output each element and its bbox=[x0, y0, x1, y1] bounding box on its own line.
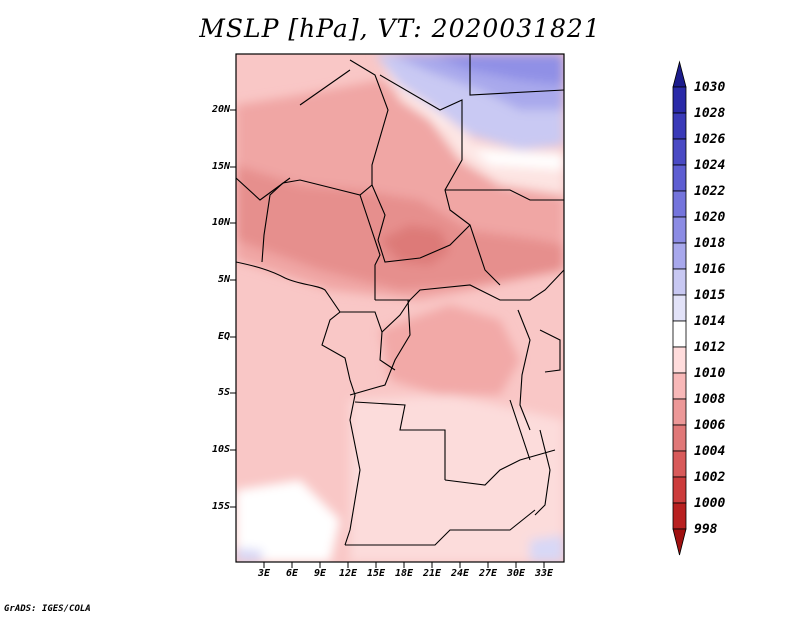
lon-label: 24E bbox=[450, 568, 470, 579]
colorbar-bottom-arrow bbox=[672, 528, 687, 556]
colorbar-swatch bbox=[672, 476, 687, 504]
colorbar-swatch bbox=[672, 294, 687, 322]
lon-label: 3E bbox=[257, 568, 271, 579]
colorbar-swatch bbox=[672, 164, 687, 192]
grads-credit: GrADS: IGES/COLA bbox=[4, 604, 91, 614]
colorbar-label: 1024 bbox=[694, 158, 726, 173]
colorbar-swatch bbox=[672, 398, 687, 426]
lon-label: 30E bbox=[506, 568, 526, 579]
colorbar-label: 1014 bbox=[694, 314, 726, 329]
lon-label: 9E bbox=[313, 568, 327, 579]
colorbar-swatch bbox=[672, 268, 687, 296]
colorbar-swatch bbox=[672, 424, 687, 452]
lon-label: 33E bbox=[534, 568, 554, 579]
axis-ticks bbox=[230, 109, 545, 568]
lat-label: EQ bbox=[217, 331, 230, 342]
colorbar-swatch bbox=[672, 502, 687, 530]
lon-label: 15E bbox=[366, 568, 386, 579]
colorbar-label: 1008 bbox=[694, 392, 726, 407]
colorbar-swatch bbox=[672, 450, 687, 478]
lon-label: 27E bbox=[478, 568, 498, 579]
colorbar-label: 1022 bbox=[694, 184, 726, 199]
colorbar-label: 1000 bbox=[694, 496, 726, 511]
colorbar-label: 1010 bbox=[694, 366, 726, 381]
colorbar-label: 1006 bbox=[694, 418, 726, 433]
colorbar-swatch bbox=[672, 216, 687, 244]
country-borders bbox=[236, 54, 564, 546]
map-frame bbox=[235, 53, 565, 563]
colorbar-swatch bbox=[672, 242, 687, 270]
lat-label: 15S bbox=[211, 501, 230, 512]
colorbar-label: 1002 bbox=[694, 470, 726, 485]
lon-label: 12E bbox=[338, 568, 358, 579]
map-title: MSLP [hPa], VT: 2020031821 bbox=[199, 14, 601, 43]
colorbar-label: 1028 bbox=[694, 106, 726, 121]
lat-label: 20N bbox=[211, 104, 230, 115]
lat-label: 5N bbox=[217, 274, 230, 285]
pressure-field bbox=[236, 54, 564, 562]
colorbar-swatch bbox=[672, 138, 687, 166]
colorbar-label: 1020 bbox=[694, 210, 726, 225]
lat-label: 5S bbox=[217, 387, 230, 398]
colorbar-label: 1012 bbox=[694, 340, 726, 355]
colorbar bbox=[672, 60, 687, 556]
colorbar-swatch bbox=[672, 320, 687, 348]
colorbar-swatch bbox=[672, 112, 687, 140]
lat-label: 10N bbox=[211, 217, 230, 228]
colorbar-label: 1018 bbox=[694, 236, 726, 251]
colorbar-label: 998 bbox=[694, 522, 718, 537]
colorbar-swatch bbox=[672, 372, 687, 400]
colorbar-label: 1030 bbox=[694, 80, 726, 95]
colorbar-label: 1016 bbox=[694, 262, 726, 277]
colorbar-swatch bbox=[672, 346, 687, 374]
lat-label: 10S bbox=[211, 444, 230, 455]
lon-label: 21E bbox=[422, 568, 442, 579]
colorbar-swatch bbox=[672, 190, 687, 218]
lon-label: 18E bbox=[394, 568, 414, 579]
colorbar-label: 1026 bbox=[694, 132, 726, 147]
colorbar-swatch bbox=[672, 86, 687, 114]
colorbar-label: 1015 bbox=[694, 288, 726, 303]
lat-label: 15N bbox=[211, 161, 230, 172]
colorbar-label: 1004 bbox=[694, 444, 726, 459]
lon-label: 6E bbox=[285, 568, 299, 579]
colorbar-top-arrow bbox=[672, 60, 687, 88]
